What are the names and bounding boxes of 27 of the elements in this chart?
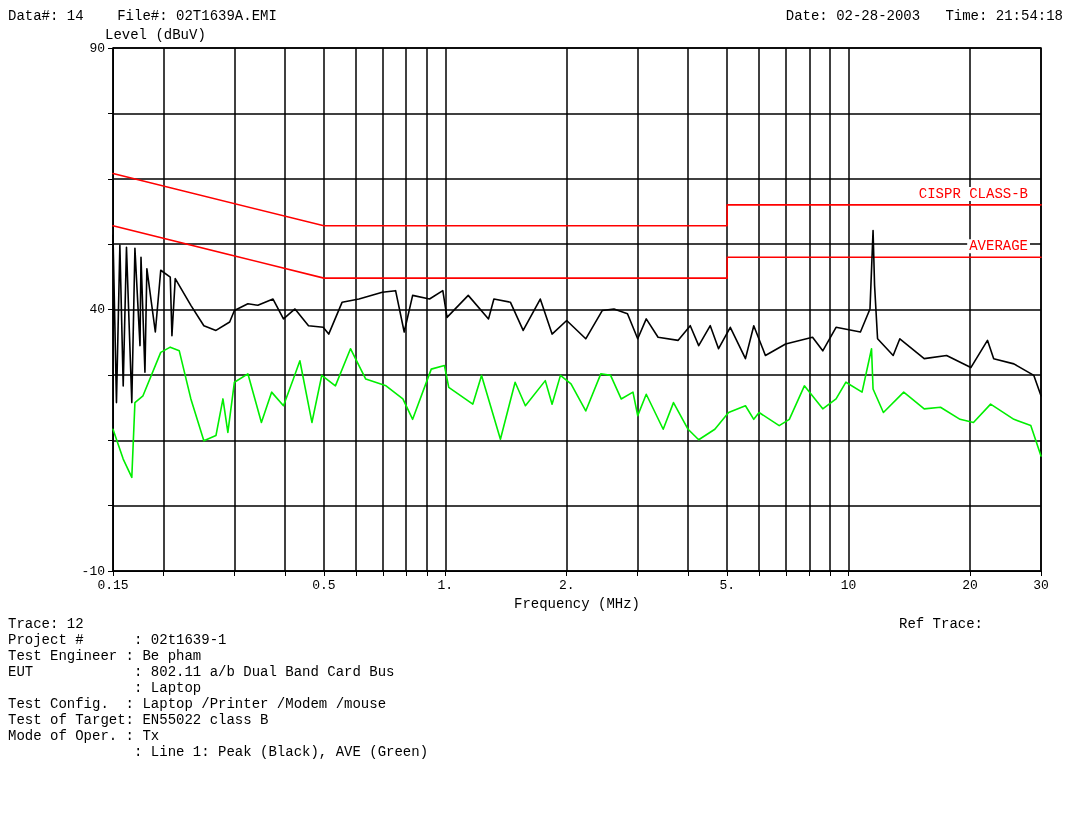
text: Test of Target: EN55022 class B [8, 712, 270, 728]
x-axis-title: Frequency (MHz) [513, 596, 641, 612]
y-tick-label: 90 [89, 40, 105, 56]
text: Trace: 12 [8, 616, 84, 632]
y-tick-label: -10 [81, 563, 105, 579]
series-label: AVERAGE [969, 238, 1028, 255]
x-tick-label: 5. [719, 578, 735, 593]
x-tick-label: 1. [437, 578, 454, 593]
text: Mode of Oper. : Tx [8, 728, 161, 744]
text: : Line 1: Peak (Black), AVE (Green) [133, 744, 430, 760]
x-tick-label: 20 [962, 578, 978, 593]
text: : Laptop [133, 680, 202, 696]
x-tick-label: 0.15 [97, 578, 129, 593]
chart-subtitle: Date: 02-28-2003 Time: 21:54:18 [785, 8, 1063, 26]
y-axis-title: Level (dBuV) [105, 26, 206, 43]
text: Project # : 02t1639-1 [8, 632, 228, 648]
x-tick-label: 30 [1033, 578, 1049, 593]
series-label: CISPR CLASS-B [918, 185, 1028, 202]
x-tick-label: 2. [558, 578, 575, 593]
chart-title: Data#: 14 File#: 02T1639A.EMI [8, 8, 277, 26]
x-tick-label: 10 [840, 578, 857, 593]
text: Ref Trace: [898, 616, 983, 632]
text: Test Engineer : Be pham [8, 648, 203, 664]
y-tick-label: 40 [89, 302, 105, 317]
text: Test Config. : Laptop /Printer /Modem /mouse [8, 696, 388, 712]
text: EUT : 802.11 a/b Dual Band Card Bus [8, 664, 396, 680]
x-tick-label: 0.5 [312, 578, 336, 593]
